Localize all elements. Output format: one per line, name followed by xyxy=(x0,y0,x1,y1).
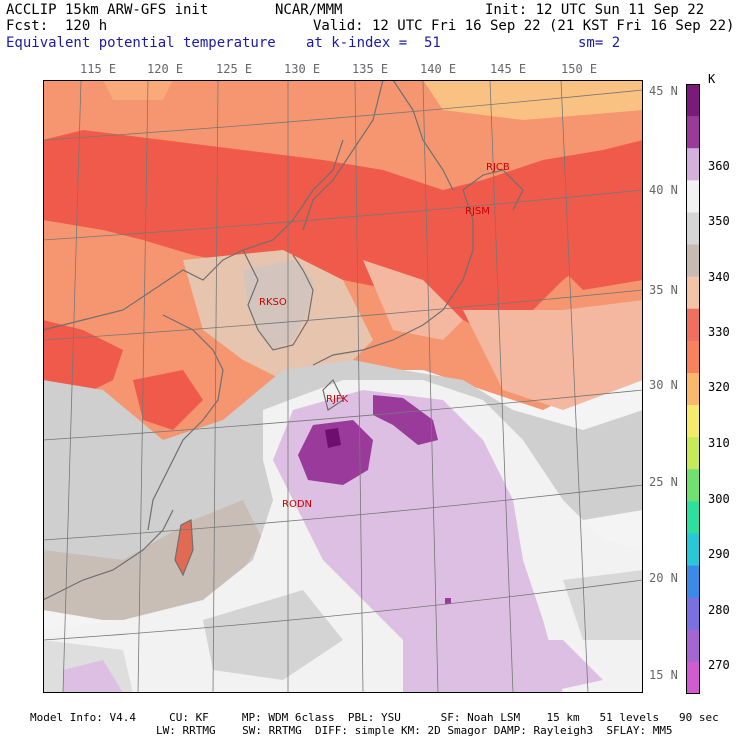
colorbar-label: 270 xyxy=(708,658,730,672)
station-label: RJSM xyxy=(465,206,490,217)
smoothing-label: sm= 2 xyxy=(578,35,621,51)
lon-tick: 135 E xyxy=(352,62,389,76)
lat-tick: 35 N xyxy=(649,283,678,297)
colorbar-swatch xyxy=(686,116,700,149)
lon-tick: 145 E xyxy=(490,62,527,76)
field-name: Equivalent potential temperature xyxy=(6,35,276,51)
colorbar-label: 330 xyxy=(708,325,730,339)
colorbar-label: 340 xyxy=(708,270,730,284)
colorbar xyxy=(686,84,700,694)
lon-tick: 140 E xyxy=(420,62,457,76)
footer-model-info: Model Info: V4.4 CU: KF MP: WDM 6class P… xyxy=(30,711,719,724)
model-title: ACCLIP 15km ARW-GFS init xyxy=(6,2,209,18)
colorbar-swatch xyxy=(686,437,700,470)
lat-tick: 15 N xyxy=(649,668,678,682)
colorbar-swatch xyxy=(686,340,700,374)
colorbar-swatch xyxy=(686,469,700,502)
colorbar-swatch xyxy=(686,276,700,310)
lat-tick: 30 N xyxy=(649,378,678,392)
lon-tick: 125 E xyxy=(216,62,253,76)
colorbar-label: 300 xyxy=(708,492,730,506)
theta-e-map xyxy=(43,80,643,693)
lon-tick: 120 E xyxy=(147,62,184,76)
org-label: NCAR/MMM xyxy=(275,2,343,18)
colorbar-swatch xyxy=(686,405,700,438)
colorbar-label: 350 xyxy=(708,214,730,228)
colorbar-label: 290 xyxy=(708,547,730,561)
colorbar-unit: K xyxy=(708,72,716,86)
colorbar-swatch xyxy=(686,212,700,246)
colorbar-swatch xyxy=(686,565,700,599)
colorbar-label: 310 xyxy=(708,436,730,450)
valid-time: Valid: 12 UTC Fri 16 Sep 22 (21 KST Fri … xyxy=(313,18,735,34)
lon-tick: 150 E xyxy=(561,62,598,76)
colorbar-swatch xyxy=(686,180,700,213)
colorbar-label: 360 xyxy=(708,159,730,173)
forecast-hour: Fcst: 120 h xyxy=(6,18,108,34)
colorbar-swatch xyxy=(686,501,700,534)
colorbar-swatch xyxy=(686,629,700,663)
colorbar-swatch xyxy=(686,308,700,342)
lat-tick: 45 N xyxy=(649,84,678,98)
footer-physics-info: LW: RRTMG SW: RRTMG DIFF: simple KM: 2D … xyxy=(156,724,673,737)
colorbar-swatch xyxy=(686,372,700,406)
colorbar-swatch xyxy=(686,148,700,181)
lat-tick: 20 N xyxy=(649,571,678,585)
lat-tick: 40 N xyxy=(649,183,678,197)
lon-tick: 130 E xyxy=(284,62,321,76)
station-label: RKSO xyxy=(259,297,287,308)
colorbar-swatch xyxy=(686,597,700,631)
colorbar-swatch xyxy=(686,661,700,694)
station-label: RJCB xyxy=(486,162,510,173)
level-label: at k-index = 51 xyxy=(306,35,441,51)
init-time: Init: 12 UTC Sun 11 Sep 22 xyxy=(485,2,705,18)
lon-tick: 115 E xyxy=(80,62,117,76)
colorbar-label: 320 xyxy=(708,380,730,394)
station-label: RODN xyxy=(282,499,312,510)
colorbar-swatch xyxy=(686,244,700,278)
colorbar-swatch xyxy=(686,533,700,567)
colorbar-swatch xyxy=(686,84,700,117)
station-label: RJFK xyxy=(326,394,349,405)
colorbar-label: 280 xyxy=(708,603,730,617)
lat-tick: 25 N xyxy=(649,475,678,489)
